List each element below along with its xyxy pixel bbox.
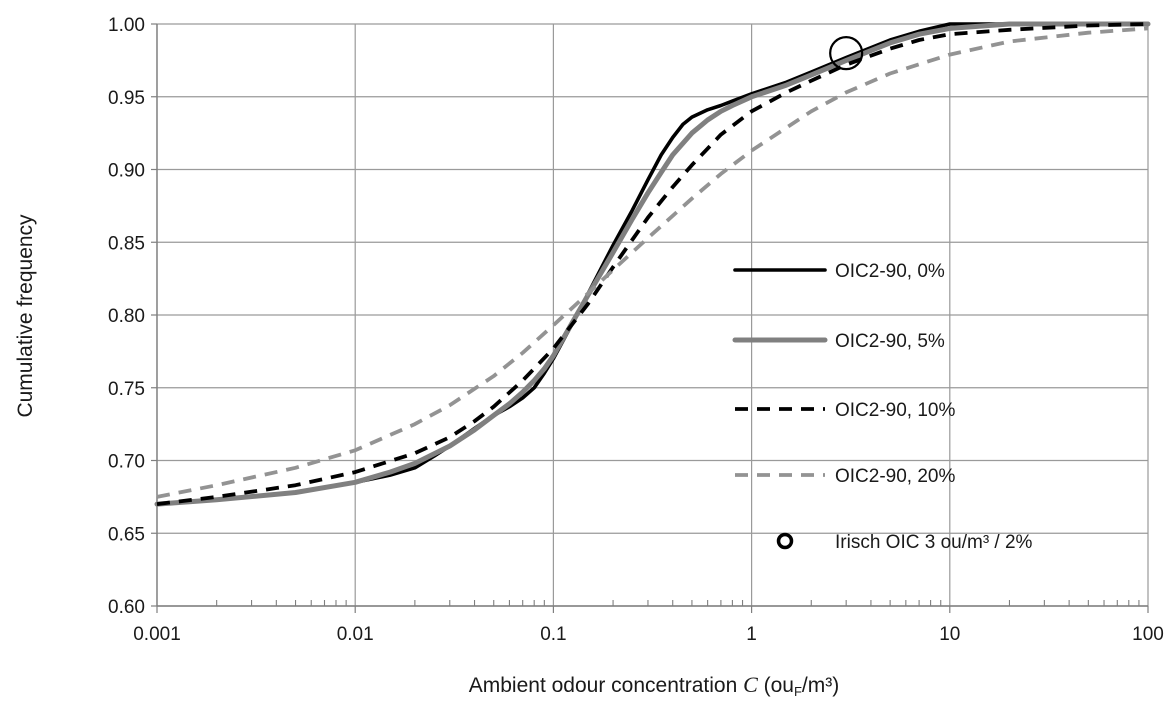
legend-label-marker: Irisch OIC 3 ou/m³ / 2% — [835, 532, 1033, 553]
x-tick-label: 0.001 — [133, 624, 181, 645]
x-axis-title-prefix: Ambient odour concentration — [469, 674, 743, 697]
x-axis-title-unit-open: (ou — [758, 674, 794, 697]
x-axis-title-unit-sub: F — [794, 684, 802, 699]
y-tick-label: 0.70 — [108, 452, 145, 473]
legend-label-4: OIC2-90, 20% — [835, 466, 955, 487]
x-axis-title-variable: C — [743, 672, 758, 697]
x-tick-label: 1 — [746, 624, 757, 645]
legend-label-1: OIC2-90, 0% — [835, 261, 945, 282]
y-tick-label: 0.60 — [108, 597, 145, 618]
y-tick-label: 0.80 — [108, 306, 145, 327]
legend-label-2: OIC2-90, 5% — [835, 331, 945, 352]
x-tick-label: 0.01 — [337, 624, 374, 645]
legend: OIC2-90, 0% OIC2-90, 5% OIC2-90, 10% OIC2-9… — [732, 261, 1033, 553]
y-tick-label: 0.90 — [108, 161, 145, 182]
x-tick-label: 10 — [939, 624, 960, 645]
y-tick-label: 0.75 — [108, 379, 145, 400]
irish-oic-marker — [829, 35, 864, 71]
x-axis-title-unit-close: /m³) — [802, 674, 839, 697]
x-tick-label: 100 — [1132, 624, 1164, 645]
series-line-3 — [156, 22, 1149, 506]
marker-layer — [829, 35, 864, 71]
x-tick-label: 0.1 — [540, 624, 566, 645]
y-axis-title: Cumulative frequency — [14, 214, 37, 418]
legend-marker-swatch — [776, 532, 794, 550]
legend-label-3: OIC2-90, 10% — [835, 400, 955, 421]
tick-label-layer: 0.60 0.65 0.70 0.75 0.80 0.85 0.90 0.95 1.00 0.00… — [108, 15, 1164, 645]
y-tick-label: 0.85 — [108, 233, 145, 254]
axis-layer — [151, 23, 1149, 613]
grid-layer — [156, 23, 1149, 607]
series-layer — [154, 21, 1151, 507]
series-line-2 — [154, 21, 1151, 507]
x-axis-title: Ambient odour concentration C (ouF/m³) — [469, 672, 840, 699]
y-tick-label: 0.95 — [108, 88, 145, 109]
y-tick-label: 0.65 — [108, 524, 145, 545]
y-tick-label: 1.00 — [108, 15, 145, 36]
